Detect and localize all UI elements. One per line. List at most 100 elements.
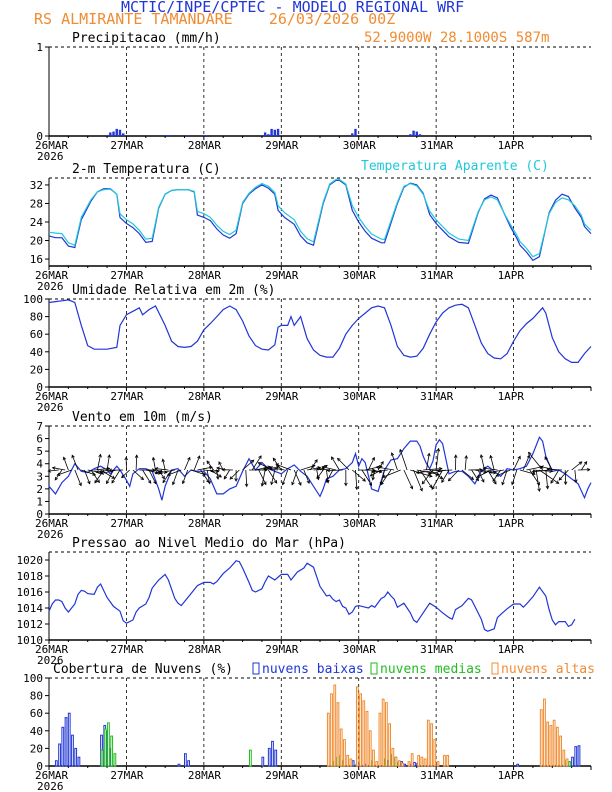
wind-arrow xyxy=(574,469,577,483)
cloud-bar xyxy=(67,712,71,767)
wind-arrow xyxy=(448,469,460,482)
wind-arrow xyxy=(532,469,550,473)
wind-arrow-head xyxy=(106,480,110,485)
panel-title: Vento em 10m (m/s) xyxy=(72,410,213,425)
wind-arrow-head xyxy=(181,480,186,485)
wind-arrow xyxy=(461,469,474,480)
precip-bar xyxy=(122,133,125,136)
cloud-bar xyxy=(100,749,104,767)
wind-arrow-head xyxy=(331,456,335,460)
cloud-bar xyxy=(336,702,340,767)
wind-arrow-head xyxy=(501,481,505,486)
wind-arrow xyxy=(327,469,343,472)
cloud-bar xyxy=(516,763,520,767)
wind-arrow xyxy=(90,469,100,483)
x-tick-label: 27MAR xyxy=(110,769,143,782)
legend-entry: nuvens baixas xyxy=(262,662,364,677)
wind-arrow xyxy=(206,469,211,484)
x-year-label: 2026 xyxy=(37,780,64,792)
panel-title: Pressao ao Nivel Medio do Mar (hPa) xyxy=(72,536,346,551)
cloud-bar xyxy=(113,753,117,767)
precip-bar xyxy=(115,128,118,136)
wind-arrow xyxy=(496,469,511,477)
cloud-bar xyxy=(351,760,355,767)
wind-arrow-head xyxy=(107,454,111,458)
wind-arrow-head xyxy=(375,465,380,470)
wind-arrow-head xyxy=(517,455,521,460)
wind-arrow xyxy=(97,454,101,471)
wind-arrow xyxy=(84,469,91,484)
cloud-bar xyxy=(64,717,68,767)
wind-arrow-head xyxy=(202,472,207,476)
x-tick-label: 29MAR xyxy=(265,643,298,656)
panel-title: Cobertura de Nuvens (%) xyxy=(53,662,233,677)
wind-arrow-head xyxy=(368,482,373,486)
wind-arrow xyxy=(489,469,504,473)
wind-arrow xyxy=(293,469,302,486)
wind-arrow-head xyxy=(421,480,426,485)
precip-bar xyxy=(270,128,273,136)
wind-arrow xyxy=(74,469,82,486)
wind-arrow-head xyxy=(187,456,191,461)
wind-arrow xyxy=(558,469,569,481)
wind-arrow-head xyxy=(482,466,487,471)
x-tick-label: 28MAR xyxy=(188,269,221,282)
wind-arrow xyxy=(464,455,467,471)
wind-arrow xyxy=(282,469,289,485)
chart-title: MCTIC/INPE/CPTEC - MODELO REGIONAL WRF xyxy=(121,0,465,16)
wind-arrow xyxy=(361,469,372,486)
precip-bar xyxy=(167,135,170,136)
wind-arrow-head xyxy=(154,467,159,471)
wind-arrow-head xyxy=(380,481,384,486)
wind-arrow xyxy=(322,466,337,471)
wind-arrow xyxy=(100,469,117,474)
wind-arrow xyxy=(111,469,121,484)
wind-arrow xyxy=(152,457,156,471)
y-tick-label: 80 xyxy=(30,690,43,703)
panel-title: Umidade Relativa em 2m (%) xyxy=(72,283,276,298)
wind-arrow-head xyxy=(550,480,554,484)
cloud-bar xyxy=(103,728,107,767)
station-name: RS ALMIRANTE TAMANDARE xyxy=(34,10,233,28)
wind-arrow xyxy=(159,469,175,474)
x-tick-label: 26MAR xyxy=(35,390,68,403)
cloud-bar xyxy=(58,743,61,767)
wind-arrow xyxy=(326,469,334,483)
wind-arrow-head xyxy=(263,481,267,486)
y-tick-label: 20 xyxy=(30,235,43,248)
wind-arrow-head xyxy=(111,479,115,484)
y-tick-label: 1014 xyxy=(17,602,44,615)
x-year-label: 2026 xyxy=(37,528,64,541)
y-tick-label: 32 xyxy=(30,179,43,192)
cloud-bar xyxy=(577,745,581,767)
wind-arrow xyxy=(550,469,560,484)
y-tick-label: 1010 xyxy=(17,634,44,647)
cloud-bar xyxy=(430,723,433,767)
cloud-bar xyxy=(330,693,333,767)
wind-arrow-head xyxy=(94,479,98,484)
x-year-label: 2026 xyxy=(37,280,64,293)
x-tick-label: 31MAR xyxy=(420,139,453,152)
x-tick-label: 26MAR xyxy=(35,269,68,282)
wind-arrow xyxy=(275,463,292,471)
wind-arrow xyxy=(81,469,96,476)
wind-arrow-head xyxy=(369,473,374,477)
cloud-bar xyxy=(562,749,566,767)
wind-arrow xyxy=(571,461,583,471)
x-tick-label: 29MAR xyxy=(265,769,298,782)
station-location: 52.9000W 28.1000S 587m xyxy=(364,30,550,46)
y-tick-label: 80 xyxy=(30,311,43,324)
wind-arrow-head xyxy=(47,469,52,473)
wind-arrow xyxy=(331,456,340,471)
wind-arrow-head xyxy=(306,480,310,484)
wind-arrow-head xyxy=(62,456,67,461)
wind-arrow xyxy=(121,469,130,478)
wind-arrow-head xyxy=(337,457,341,462)
wind-arrow xyxy=(513,456,521,471)
wind-arrow-head xyxy=(197,455,201,460)
x-tick-label: 1APR xyxy=(498,517,525,530)
wind-arrow-head xyxy=(324,464,328,469)
cloud-bar xyxy=(443,754,446,767)
wind-arrow xyxy=(580,461,588,471)
